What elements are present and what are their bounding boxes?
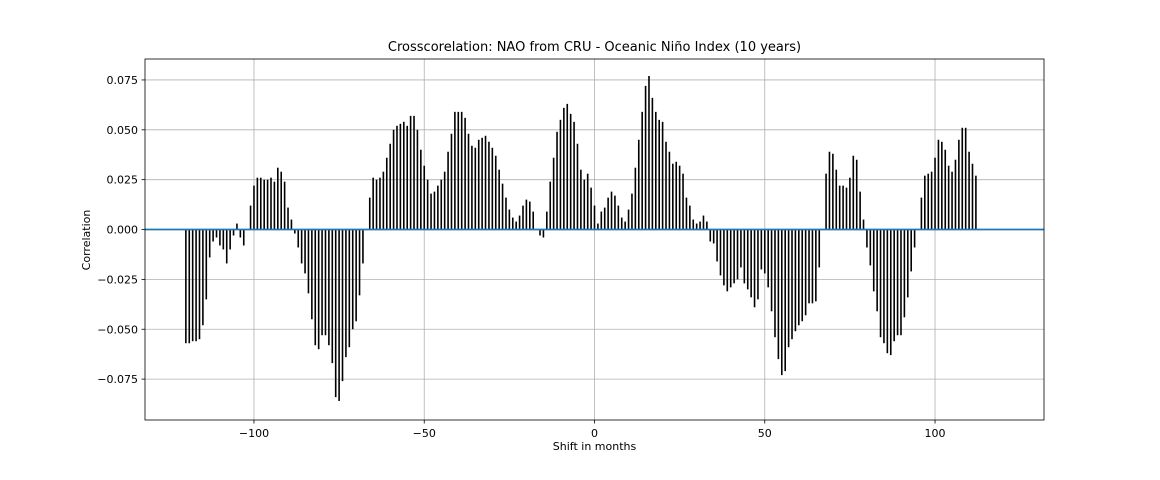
y-axis-label: Correlation <box>80 210 93 271</box>
y-tick-label: −0.025 <box>97 273 138 286</box>
x-tick-label: −50 <box>413 427 436 440</box>
y-tick-label: −0.075 <box>97 373 138 386</box>
x-axis-label: Shift in months <box>553 440 637 453</box>
y-tick-label: −0.050 <box>97 323 138 336</box>
chart-title: Crosscorelation: NAO from CRU - Oceanic … <box>388 40 801 55</box>
y-tick-label: 0.075 <box>107 74 139 87</box>
y-tick-label: 0.025 <box>107 174 139 187</box>
y-axis-ticks: −0.075 −0.050 −0.025 0.000 0.025 0.050 0.075 <box>97 74 145 386</box>
y-tick-label: 0.050 <box>107 124 139 137</box>
x-tick-label: 50 <box>758 427 772 440</box>
grid <box>145 59 1044 420</box>
y-tick-label: 0.000 <box>107 224 139 237</box>
bar-series <box>185 75 977 402</box>
x-tick-label: 100 <box>925 427 946 440</box>
x-tick-label: −100 <box>239 427 269 440</box>
x-tick-label: 0 <box>591 427 598 440</box>
x-axis-ticks: −100 −50 0 50 100 <box>239 420 946 440</box>
